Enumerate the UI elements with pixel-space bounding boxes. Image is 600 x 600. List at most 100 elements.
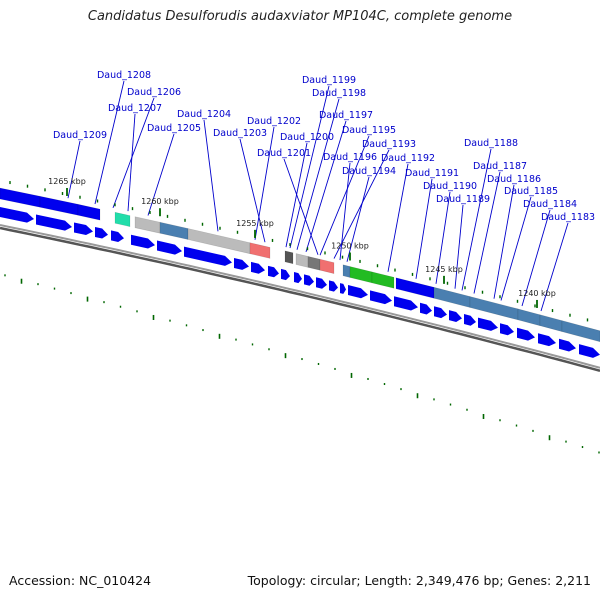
gene-label[interactable]: Daud_1189 <box>436 194 490 205</box>
gene-label[interactable]: Daud_1194 <box>342 166 396 177</box>
leader-line <box>283 158 319 255</box>
feature-box-19 <box>539 314 563 332</box>
feature-box-2 <box>77 203 101 221</box>
leader-line <box>319 135 370 256</box>
gene-label[interactable]: Daud_1202 <box>247 116 301 127</box>
gene-arrow-13 <box>304 274 314 286</box>
gene-label[interactable]: Daud_1187 <box>473 161 527 172</box>
gene-arrow-25 <box>500 323 514 336</box>
gene-label[interactable]: Daud_1209 <box>53 130 107 141</box>
leader-line <box>540 222 569 312</box>
gene-label[interactable]: Daud_1188 <box>464 138 518 149</box>
gene-arrow-9 <box>251 261 265 274</box>
leader-line <box>521 209 551 307</box>
ruler-label: 1255 kbp <box>236 219 274 228</box>
gene-label[interactable]: Daud_1200 <box>280 132 334 143</box>
gene-label[interactable]: Daud_1197 <box>319 110 373 121</box>
leader-line <box>305 120 347 253</box>
gene-label[interactable]: Daud_1205 <box>147 123 201 134</box>
ruler-label: 1240 kbp <box>518 289 556 298</box>
gene-label[interactable]: Daud_1190 <box>423 181 477 192</box>
gene-label[interactable]: Daud_1207 <box>108 103 162 114</box>
gene-label[interactable]: Daud_1196 <box>323 152 377 163</box>
gene-label[interactable]: Daud_1203 <box>213 128 267 139</box>
gene-label[interactable]: Daud_1206 <box>127 87 181 98</box>
accession-text: Accession: NC_010424 <box>9 573 152 588</box>
leader-line <box>454 204 464 289</box>
gene-arrow-12 <box>294 272 302 284</box>
gene-arrow-19 <box>394 296 418 311</box>
leader-line <box>254 126 275 240</box>
gene-arrow-20 <box>420 302 432 315</box>
leader-line <box>239 138 266 243</box>
gene-label[interactable]: Daud_1184 <box>523 199 577 210</box>
leader-line <box>339 162 351 261</box>
gene-label[interactable]: Daud_1193 <box>362 139 416 150</box>
gene-labels: Daud_1208 Daud_1206 Daud_1207 Daud_1204 Daud… <box>53 70 595 223</box>
genome-backbone <box>0 224 600 373</box>
gene-arrow-26 <box>517 327 535 341</box>
gene-arrow-22 <box>449 310 462 322</box>
feature-box-14 <box>371 271 395 289</box>
ruler-label: 1265 kbp <box>48 177 86 186</box>
feature-box-0 <box>0 187 41 208</box>
feature-box-18 <box>517 308 541 327</box>
gene-arrow-5 <box>131 234 155 249</box>
gene-arrow-28 <box>559 338 576 352</box>
gene-label[interactable]: Daud_1199 <box>302 75 356 86</box>
gene-label[interactable]: Daud_1195 <box>342 125 396 136</box>
ruler-ticks: 1265 kbp 1260 kbp 1255 kbp 1250 kbp 1245 kbp… <box>9 177 589 322</box>
leader-line <box>346 176 370 262</box>
gene-arrow-4 <box>111 230 124 242</box>
feature-box-1 <box>39 195 79 216</box>
feature-box-10 <box>307 256 321 271</box>
feature-box-13 <box>349 266 373 284</box>
feature-box-17 <box>469 296 519 321</box>
feature-box-4 <box>134 216 161 234</box>
leader-line <box>387 163 409 272</box>
gene-arrow-23 <box>464 314 476 326</box>
genome-summary-text: Topology: circular; Length: 2,349,476 bp… <box>247 573 591 588</box>
leader-line <box>67 140 81 199</box>
feature-track <box>0 187 600 358</box>
ruler-label: 1250 kbp <box>331 241 369 250</box>
feature-box-9 <box>295 253 309 268</box>
gene-arrow-17 <box>348 285 368 299</box>
gc-skew-track <box>4 274 600 454</box>
feature-box-3 <box>114 211 131 227</box>
gene-arrow-18 <box>370 290 392 305</box>
label-leader-lines <box>67 80 569 312</box>
leader-line <box>435 191 451 284</box>
feature-box-15 <box>395 277 435 299</box>
gene-label[interactable]: Daud_1191 <box>405 168 459 179</box>
gene-arrow-15 <box>329 280 338 292</box>
gene-arrow-6 <box>157 240 182 255</box>
feature-box-12 <box>342 264 351 278</box>
gene-label[interactable]: Daud_1198 <box>312 88 366 99</box>
gene-arrow-2 <box>74 222 93 235</box>
gene-label[interactable]: Daud_1186 <box>487 174 541 185</box>
gene-label[interactable]: Daud_1192 <box>381 153 435 164</box>
gene-arrow-24 <box>478 317 498 331</box>
gene-arrow-27 <box>538 333 556 347</box>
gene-label[interactable]: Daud_1185 <box>504 186 558 197</box>
leader-line <box>493 184 515 299</box>
gene-label[interactable]: Daud_1208 <box>97 70 151 81</box>
gene-arrow-16 <box>340 283 346 294</box>
gene-arrow-10 <box>268 265 279 278</box>
gene-label[interactable]: Daud_1201 <box>257 148 311 159</box>
gene-arrow-0 <box>0 207 34 223</box>
leader-line <box>473 171 501 294</box>
leader-line <box>203 119 219 232</box>
gene-label[interactable]: Daud_1183 <box>541 212 595 223</box>
leader-line <box>415 178 433 279</box>
gene-arrow-11 <box>281 268 290 281</box>
gene-arrow-21 <box>434 306 447 319</box>
leader-line <box>461 148 492 291</box>
gene-label[interactable]: Daud_1204 <box>177 109 231 120</box>
backbone-line-outer <box>0 224 600 369</box>
gene-arrow-29 <box>579 344 600 358</box>
feature-box-20 <box>561 320 600 343</box>
leader-line <box>296 98 340 250</box>
